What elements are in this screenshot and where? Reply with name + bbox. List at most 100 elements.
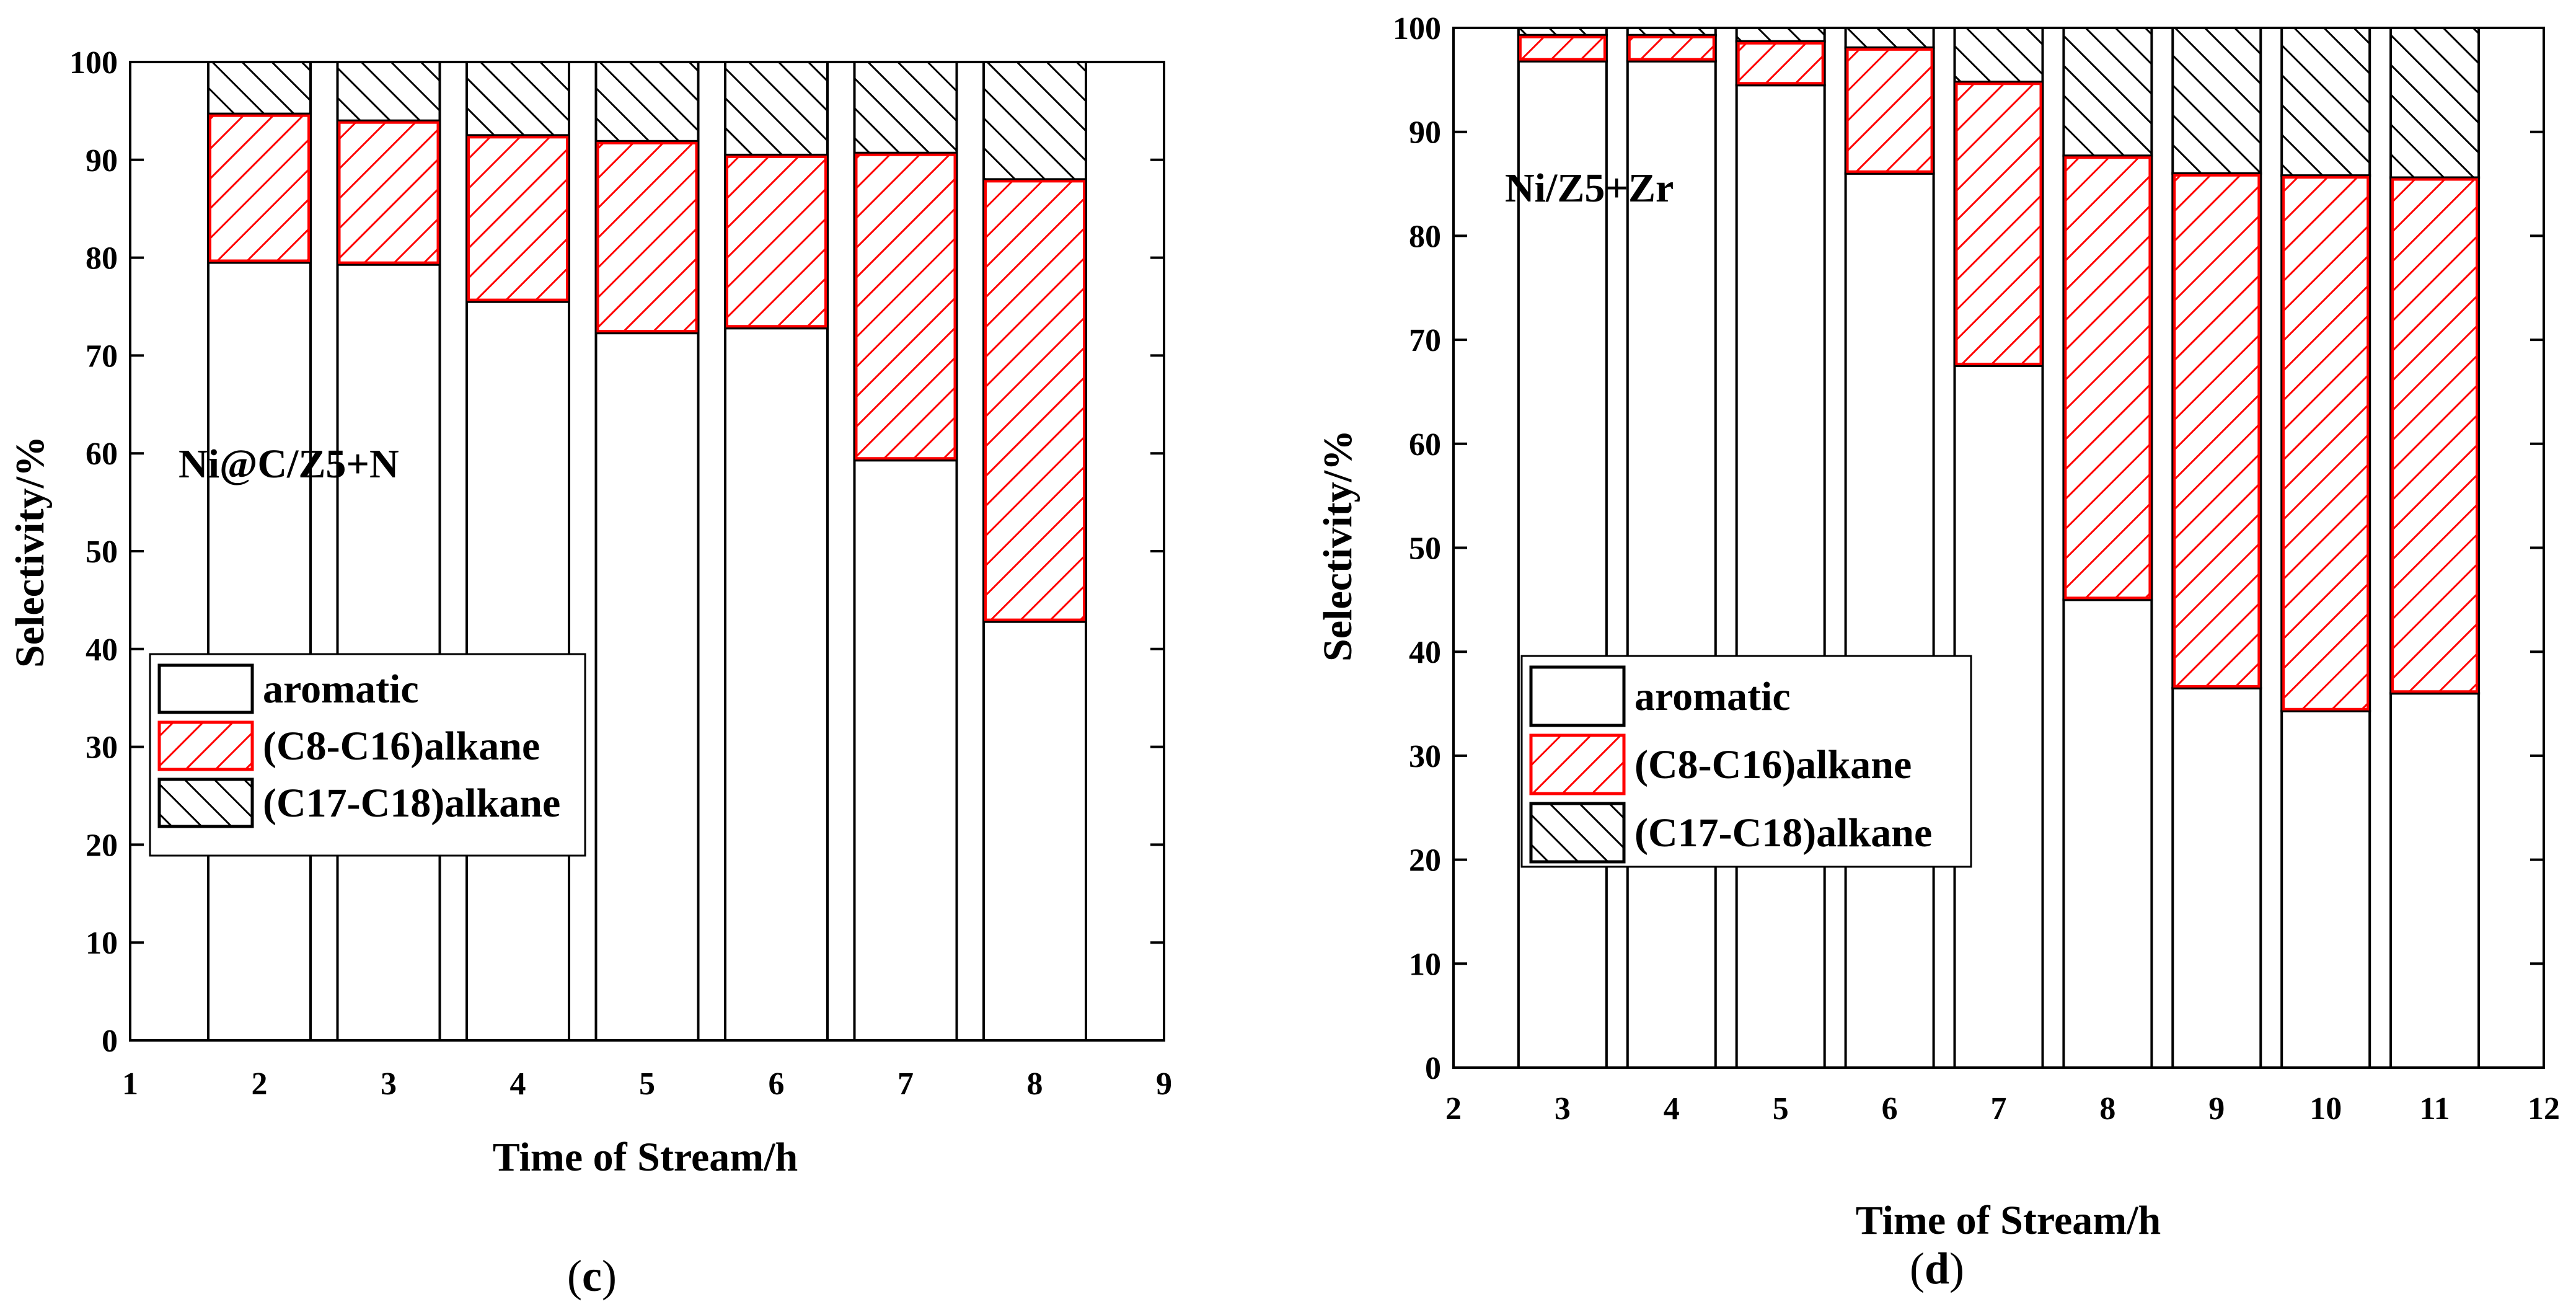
bar-outline-c8-c16-alkane-d — [1628, 35, 1715, 61]
y-tick-label-c: 0 — [102, 1024, 118, 1059]
bar-outline-c8-c16-alkane-d — [1955, 82, 2042, 366]
bar-aromatic-c — [853, 459, 958, 1042]
bar-c8-c16-alkane-d — [2062, 154, 2153, 601]
bar-c17-c18-alkane-c — [594, 61, 700, 143]
x-tick-label-d: 3 — [1555, 1091, 1571, 1127]
bar-c8-c16-alkane-d — [2280, 174, 2371, 712]
bar-outline-c8-c16-alkane-c — [467, 136, 568, 301]
bar-aromatic-d — [2171, 686, 2262, 1069]
y-tick-label-d: 80 — [1409, 219, 1441, 254]
bar-c8-c16-alkane-c — [724, 153, 829, 330]
bar-aromatic-d — [1626, 60, 1717, 1070]
bar-c17-c18-alkane-c — [336, 61, 441, 122]
y-tick-label-d: 10 — [1409, 947, 1441, 982]
bar-outline-c8-c16-alkane-c — [338, 121, 439, 264]
y-tick-label-c: 40 — [86, 632, 118, 668]
bar-c8-c16-alkane-c — [207, 112, 312, 264]
bar-c17-c18-alkane-c — [207, 61, 312, 115]
bar-outline-c8-c16-alkane-c — [726, 155, 827, 328]
x-tick-label-c: 2 — [252, 1066, 268, 1102]
bar-c17-c18-alkane-c — [982, 61, 1087, 181]
legend-swatch-c17-c18-alkane-c — [157, 777, 254, 828]
bar-c17-c18-alkane-d — [1953, 27, 2044, 84]
bar-c8-c16-alkane-d — [1844, 46, 1935, 175]
y-tick-label-d: 70 — [1409, 323, 1441, 358]
x-tick-label-c: 6 — [769, 1066, 785, 1102]
bar-c17-c18-alkane-c — [853, 61, 958, 154]
bar-c8-c16-alkane-c — [853, 151, 958, 462]
panel-label-c: (c) — [567, 1251, 617, 1301]
y-tick-label-d: 30 — [1409, 739, 1441, 774]
x-tick-label-c: 3 — [381, 1066, 397, 1102]
bar-c17-c18-alkane-c — [724, 61, 829, 156]
bar-c8-c16-alkane-d — [2389, 176, 2481, 695]
bar-outline-c8-c16-alkane-c — [855, 153, 956, 460]
y-tick-label-c: 90 — [86, 143, 118, 179]
bar-c17-c18-alkane-d — [1735, 27, 1826, 43]
bars-c — [207, 61, 1087, 1042]
bar-c17-c18-alkane-d — [1626, 27, 1717, 37]
x-tick-label-c: 4 — [510, 1066, 526, 1102]
plot-area-d: 0 10 20 30 40 50 60 70 80 90 100 2 3 4 5 6 7 8 9 10 11 12 — [1393, 11, 2560, 1127]
bar-c8-c16-alkane-d — [1953, 81, 2044, 368]
bar-c8-c16-alkane-d — [2171, 172, 2262, 689]
legend-swatch-c8-c16-alkane-d — [1529, 733, 1626, 795]
legend-swatch-c8-c16-alkane-c — [157, 720, 254, 771]
bar-c17-c18-alkane-d — [2062, 27, 2153, 157]
y-axis-title-c: Selectivity/% — [7, 436, 53, 668]
panel-label-c-close: ) — [602, 1251, 617, 1301]
legend-swatch-c17-c18-alkane-d — [1529, 802, 1626, 864]
x-tick-label-c: 1 — [122, 1066, 138, 1102]
y-tick-label-d: 20 — [1409, 843, 1441, 879]
bar-outline-c8-c16-alkane-c — [209, 114, 310, 262]
panel-label-c-letter: c — [582, 1251, 602, 1301]
y-tick-label-d: 0 — [1425, 1051, 1441, 1086]
bar-outline-c8-c16-alkane-d — [1737, 42, 1824, 85]
x-tick-label-d: 12 — [2528, 1091, 2560, 1127]
y-axis-title-d: Selectivity/% — [1315, 430, 1361, 662]
bar-c17-c18-alkane-c — [465, 61, 570, 137]
bar-outline-c8-c16-alkane-d — [1846, 48, 1933, 173]
chart-panel-c: 0 10 20 30 40 50 60 70 80 90 100 1 2 3 4 5 6 7 8 9 Ni@C/Z5+… — [7, 45, 1172, 1301]
bar-aromatic-d — [1517, 60, 1608, 1070]
x-axis-title-d: Time of Stream/h — [1856, 1198, 2161, 1243]
y-tick-label-d: 40 — [1409, 635, 1441, 670]
bar-c8-c16-alkane-d — [1735, 40, 1826, 87]
bar-outline-c8-c16-alkane-d — [2173, 174, 2261, 688]
legend-swatch-aromatic-d — [1529, 665, 1626, 727]
x-tick-label-c: 9 — [1156, 1066, 1172, 1102]
x-tick-label-d: 11 — [2420, 1091, 2450, 1127]
annotation-d: Ni/Z5+Zr — [1505, 166, 1674, 211]
bar-aromatic-d — [1735, 84, 1826, 1070]
bar-c17-c18-alkane-d — [2389, 27, 2481, 179]
x-tick-label-c: 7 — [898, 1066, 914, 1102]
x-tick-label-d: 5 — [1773, 1091, 1789, 1127]
y-tick-label-c: 10 — [86, 926, 118, 961]
x-tick-label-d: 4 — [1664, 1091, 1680, 1127]
bar-aromatic-c — [336, 263, 441, 1042]
legend-label-aromatic-d: aromatic — [1634, 674, 1791, 719]
legend-label-c8-c16-alkane-c: (C8-C16)alkane — [263, 724, 540, 769]
bar-c8-c16-alkane-c — [465, 134, 570, 303]
bar-c8-c16-alkane-c — [982, 178, 1087, 623]
legend-c: aromatic (C8-C16)alkane (C17-C18)alkane — [149, 653, 586, 857]
bar-outline-c8-c16-alkane-d — [2282, 176, 2370, 711]
bar-aromatic-d — [1844, 172, 1935, 1069]
legend-label-aromatic-c: aromatic — [263, 666, 419, 712]
y-tick-label-c: 30 — [86, 730, 118, 766]
x-tick-label-c: 8 — [1027, 1066, 1043, 1102]
x-tick-label-d: 10 — [2309, 1091, 2342, 1127]
x-tick-label-d: 6 — [1882, 1091, 1898, 1127]
bar-outline-c8-c16-alkane-c — [596, 141, 698, 333]
panel-label-d: (d) — [1910, 1244, 1964, 1293]
chart-panel-d: 0 10 20 30 40 50 60 70 80 90 100 2 3 4 5 6 7 8 9 10 11 12 Ni/… — [1315, 11, 2560, 1293]
bar-outline-c8-c16-alkane-d — [1519, 35, 1606, 61]
y-tick-label-d: 60 — [1409, 427, 1441, 463]
panel-label-d-close: ) — [1949, 1244, 1964, 1293]
bar-aromatic-d — [2280, 709, 2371, 1069]
bars-d — [1517, 27, 2481, 1070]
bar-c17-c18-alkane-d — [2280, 27, 2371, 177]
bar-outline-c8-c16-alkane-c — [984, 180, 1085, 621]
panel-label-d-open: ( — [1910, 1244, 1925, 1293]
bar-aromatic-d — [2062, 598, 2153, 1069]
